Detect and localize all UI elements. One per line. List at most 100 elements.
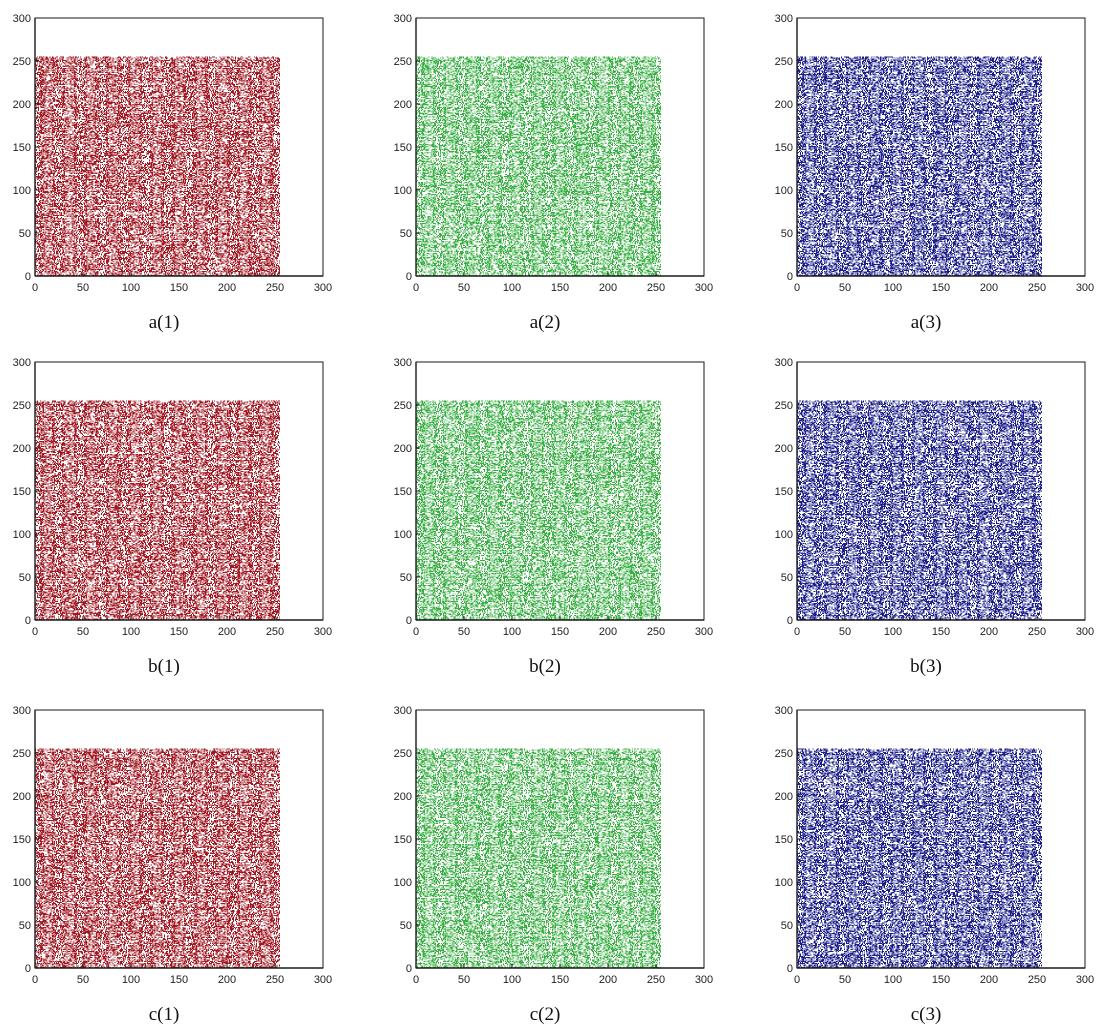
y-tick-label: 200 [775, 99, 793, 111]
x-tick-label: 200 [599, 974, 617, 986]
x-tick-label: 50 [77, 974, 89, 986]
scatter-panel-a(2): 0 50 100 150 200 250 300 0 50 100 150 200 250 300 a(2) [394, 13, 714, 333]
x-tick-label: 250 [266, 626, 284, 638]
y-tick-label: 50 [19, 228, 31, 240]
x-tick-label: 300 [314, 974, 332, 986]
x-tick-label: 200 [980, 626, 998, 638]
y-tick-label: 150 [775, 486, 793, 498]
scatter-points [797, 748, 1042, 969]
y-tick-label: 200 [775, 443, 793, 455]
y-tick-label: 300 [775, 13, 793, 25]
y-tick-label: 200 [394, 443, 412, 455]
panel-caption: a(1) [149, 312, 180, 333]
y-tick-label: 150 [394, 142, 412, 154]
x-tick-label: 300 [1076, 974, 1094, 986]
y-tick-label: 300 [394, 357, 412, 369]
x-tick-label: 250 [1028, 282, 1046, 294]
y-tick-label: 300 [13, 705, 31, 717]
y-tick-label: 50 [781, 228, 793, 240]
x-tick-label: 200 [218, 974, 236, 986]
x-tick-label: 300 [314, 282, 332, 294]
y-tick-label: 0 [406, 963, 412, 975]
y-tick-label: 50 [19, 572, 31, 584]
x-tick-label: 150 [551, 974, 569, 986]
y-tick-label: 0 [406, 271, 412, 283]
y-tick-label: 250 [13, 400, 31, 412]
y-tick-label: 100 [13, 185, 31, 197]
y-tick-label: 150 [394, 486, 412, 498]
x-tick-label: 300 [695, 282, 713, 294]
y-tick-label: 0 [25, 963, 31, 975]
y-tick-label: 100 [13, 877, 31, 889]
y-tick-label: 100 [775, 529, 793, 541]
scatter-points [35, 400, 280, 621]
scatter-panel-b(1): 0 50 100 150 200 250 300 0 50 100 150 200 250 300 b(1) [13, 357, 333, 677]
x-tick-label: 250 [1028, 974, 1046, 986]
y-tick-label: 200 [394, 791, 412, 803]
y-tick-label: 250 [775, 400, 793, 412]
x-tick-label: 100 [503, 282, 521, 294]
x-tick-label: 50 [458, 626, 470, 638]
y-tick-label: 150 [775, 834, 793, 846]
y-tick-label: 250 [775, 56, 793, 68]
x-tick-label: 150 [932, 974, 950, 986]
x-tick-label: 100 [503, 974, 521, 986]
y-tick-label: 100 [775, 185, 793, 197]
x-tick-label: 250 [266, 974, 284, 986]
y-tick-label: 150 [13, 486, 31, 498]
x-tick-label: 0 [794, 282, 800, 294]
y-tick-label: 300 [775, 705, 793, 717]
x-tick-label: 50 [458, 974, 470, 986]
x-tick-label: 0 [794, 626, 800, 638]
panel-caption: c(2) [530, 1004, 561, 1025]
scatter-points [797, 56, 1042, 277]
y-tick-label: 250 [394, 56, 412, 68]
y-tick-label: 200 [775, 791, 793, 803]
x-tick-label: 100 [122, 974, 140, 986]
y-tick-label: 50 [400, 920, 412, 932]
x-tick-label: 300 [1076, 626, 1094, 638]
x-tick-label: 150 [551, 282, 569, 294]
y-tick-label: 300 [13, 357, 31, 369]
scatter-panel-b(2): 0 50 100 150 200 250 300 0 50 100 150 200 250 300 b(2) [394, 357, 714, 677]
y-tick-label: 100 [394, 185, 412, 197]
y-tick-label: 50 [19, 920, 31, 932]
scatter-panel-c(3): 0 50 100 150 200 250 300 0 50 100 150 200 250 300 c(3) [775, 705, 1095, 1025]
x-tick-label: 50 [839, 626, 851, 638]
x-tick-label: 0 [413, 626, 419, 638]
y-tick-label: 200 [13, 791, 31, 803]
y-tick-label: 250 [394, 748, 412, 760]
panel-caption: b(2) [529, 656, 561, 677]
y-tick-label: 50 [781, 572, 793, 584]
x-tick-label: 200 [218, 282, 236, 294]
y-tick-label: 50 [400, 228, 412, 240]
y-tick-label: 150 [13, 142, 31, 154]
y-tick-label: 100 [775, 877, 793, 889]
x-tick-label: 200 [980, 974, 998, 986]
y-tick-label: 150 [775, 142, 793, 154]
y-tick-label: 300 [13, 13, 31, 25]
y-tick-label: 0 [25, 615, 31, 627]
scatter-points [35, 56, 280, 277]
x-tick-label: 0 [413, 282, 419, 294]
x-tick-label: 250 [647, 626, 665, 638]
scatter-panel-b(3): 0 50 100 150 200 250 300 0 50 100 150 200 250 300 b(3) [775, 357, 1095, 677]
x-tick-label: 250 [266, 282, 284, 294]
x-tick-label: 150 [932, 626, 950, 638]
y-tick-label: 250 [13, 748, 31, 760]
y-tick-label: 150 [13, 834, 31, 846]
y-tick-label: 50 [400, 572, 412, 584]
scatter-panel-c(1): 0 50 100 150 200 250 300 0 50 100 150 200 250 300 c(1) [13, 705, 333, 1025]
x-tick-label: 100 [122, 626, 140, 638]
x-tick-label: 200 [599, 626, 617, 638]
y-tick-label: 0 [787, 615, 793, 627]
x-tick-label: 100 [503, 626, 521, 638]
panel-caption: b(1) [148, 656, 180, 677]
scatter-points [416, 748, 661, 969]
scatter-panel-a(1): 0 50 100 150 200 250 300 0 50 100 150 200 250 300 a(1) [13, 13, 333, 333]
x-tick-label: 100 [884, 974, 902, 986]
y-tick-label: 300 [775, 357, 793, 369]
x-tick-label: 150 [170, 282, 188, 294]
x-tick-label: 200 [218, 626, 236, 638]
